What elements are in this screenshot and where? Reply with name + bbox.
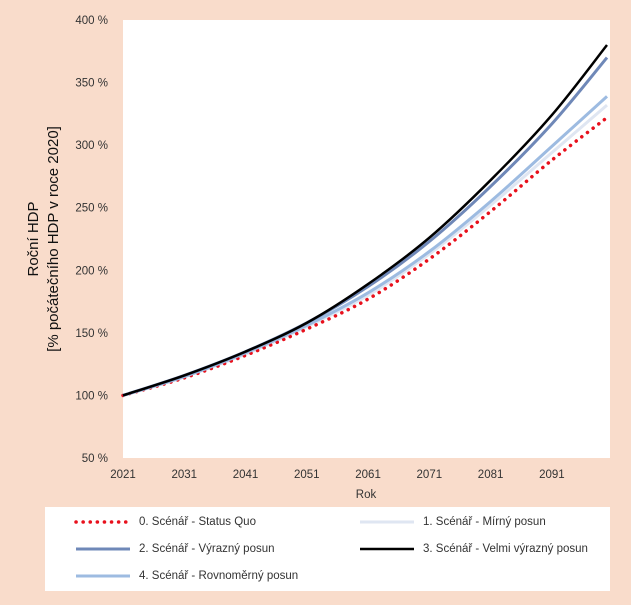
x-tick-label: 2081 <box>478 469 504 481</box>
y-tick-label: 150 % <box>75 328 108 340</box>
legend-item: 3. Scénář - Velmi výrazný posun <box>357 539 588 559</box>
legend-label: 0. Scénář - Status Quo <box>139 516 256 528</box>
plot-area <box>123 20 610 458</box>
y-tick-label: 100 % <box>75 390 108 402</box>
x-tick-label: 2031 <box>171 469 197 481</box>
legend-label: 3. Scénář - Velmi výrazný posun <box>423 543 588 555</box>
chart-svg: 50 %100 %150 %200 %250 %300 %350 %400 % … <box>25 15 610 501</box>
x-tick-label: 2041 <box>233 469 259 481</box>
legend-swatch <box>76 574 130 578</box>
x-tick-label: 2091 <box>539 469 565 481</box>
legend-label: 1. Scénář - Mírný posun <box>423 516 546 528</box>
legend-swatch <box>76 547 130 551</box>
legend-item: 0. Scénář - Status Quo <box>73 512 256 532</box>
legend-label: 2. Scénář - Výrazný posun <box>139 543 275 555</box>
legend: 0. Scénář - Status Quo 1. Scénář - Mírný … <box>45 507 610 591</box>
y-tick-label: 200 % <box>75 265 108 277</box>
legend-swatch <box>74 520 132 524</box>
legend-item: 2. Scénář - Výrazný posun <box>73 539 275 559</box>
y-axis-title-line2: [% počátečního HDP v roce 2020] <box>45 126 62 352</box>
legend-item: 1. Scénář - Mírný posun <box>357 512 546 532</box>
x-tick-label: 2071 <box>417 469 443 481</box>
series-line-0 <box>121 115 609 398</box>
legend-swatch <box>360 547 414 551</box>
y-tick-label: 350 % <box>75 78 108 90</box>
legend-item: 4. Scénář - Rovnoměrný posun <box>73 566 298 586</box>
legend-swatch <box>360 520 414 524</box>
x-tick-label: 2051 <box>294 469 320 481</box>
y-tick-label: 300 % <box>75 140 108 152</box>
y-axis-title-line1: Roční HDP <box>25 201 42 276</box>
x-tick-label: 2061 <box>355 469 381 481</box>
y-tick-label: 50 % <box>82 453 108 465</box>
x-axis-title: Rok <box>356 489 377 501</box>
series-line-3 <box>122 44 608 397</box>
y-tick-label: 250 % <box>75 203 108 215</box>
x-tick-label: 2021 <box>110 469 136 481</box>
y-tick-label: 400 % <box>75 15 108 27</box>
legend-label: 4. Scénář - Rovnoměrný posun <box>139 570 299 582</box>
